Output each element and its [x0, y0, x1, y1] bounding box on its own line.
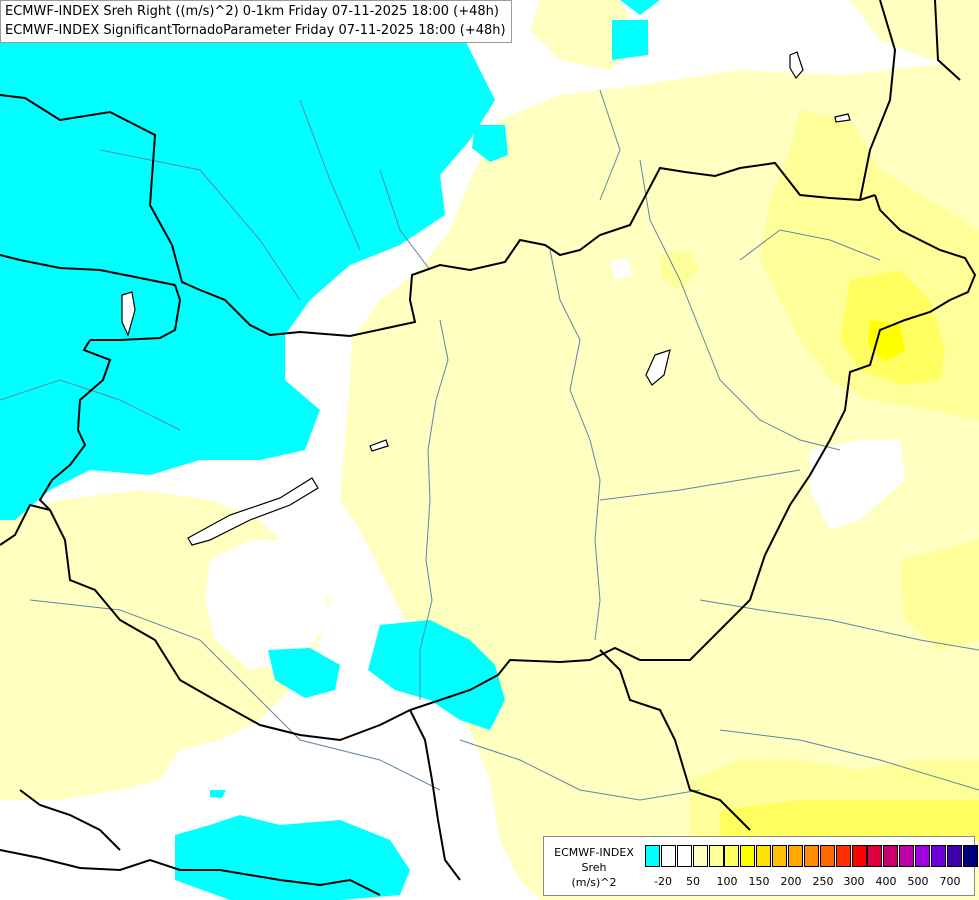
title-line-1: ECMWF-INDEX Sreh Right ((m/s)^2) 0-1km F… — [5, 4, 499, 19]
legend-tick: 150 — [748, 875, 770, 888]
legend-swatch — [676, 845, 692, 867]
legend-swatch — [692, 845, 708, 867]
legend-label: ECMWF-INDEX Sreh (m/s)^2 — [548, 845, 640, 890]
legend-tick: -20 — [654, 875, 672, 888]
legend-tick: 250 — [812, 875, 834, 888]
legend-swatch — [946, 845, 962, 867]
legend-tick: 700 — [939, 875, 961, 888]
lakes — [121, 51, 851, 546]
legend-label-line-1: ECMWF-INDEX — [554, 846, 634, 859]
legend-swatch — [867, 845, 883, 867]
legend-swatch — [819, 845, 835, 867]
legend-label-line-2: Sreh — [581, 861, 607, 874]
legend-swatch — [724, 845, 740, 867]
map-title-box: ECMWF-INDEX Sreh Right ((m/s)^2) 0-1km F… — [0, 0, 512, 43]
field-white — [205, 258, 905, 670]
legend-swatch — [962, 845, 978, 867]
legend-tick: 400 — [875, 875, 897, 888]
legend-swatch — [772, 845, 788, 867]
legend-label-line-3: (m/s)^2 — [571, 876, 617, 889]
legend-swatch — [835, 845, 851, 867]
legend-swatch — [851, 845, 867, 867]
legend-swatch — [883, 845, 899, 867]
legend-ticks: -20 50 100 150 200 250 300 400 500 700 — [645, 875, 975, 891]
legend-swatch — [740, 845, 756, 867]
legend-tick: 100 — [716, 875, 738, 888]
field-strong-yellow — [868, 320, 905, 362]
title-line-2: ECMWF-INDEX SignificantTornadoParameter … — [5, 23, 506, 38]
legend-tick: 300 — [843, 875, 865, 888]
legend-swatch — [931, 845, 947, 867]
legend-swatch — [803, 845, 819, 867]
legend-swatch — [915, 845, 931, 867]
legend-swatch — [708, 845, 724, 867]
legend-swatches — [645, 845, 979, 867]
legend-tick: 50 — [686, 875, 700, 888]
field-cyan — [0, 0, 660, 900]
legend-swatch — [645, 845, 660, 867]
legend-swatch — [756, 845, 772, 867]
legend-tick: 200 — [780, 875, 802, 888]
color-legend: ECMWF-INDEX Sreh (m/s)^2 -20 50 100 150 … — [543, 836, 978, 896]
legend-tick: 500 — [907, 875, 929, 888]
legend-swatch — [660, 845, 676, 867]
legend-swatch — [788, 845, 804, 867]
legend-swatch — [899, 845, 915, 867]
